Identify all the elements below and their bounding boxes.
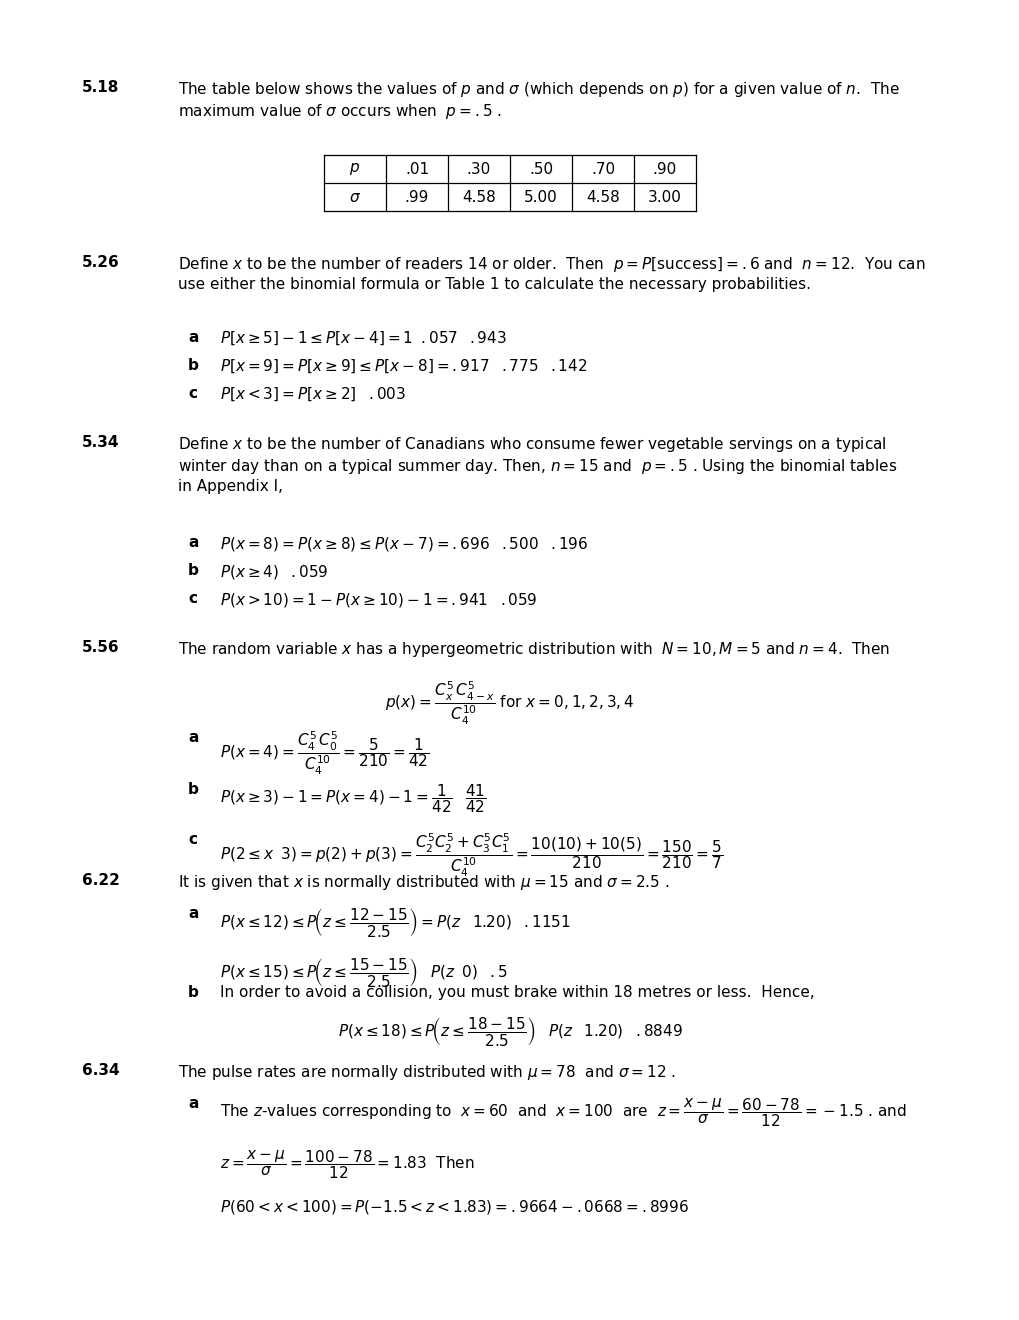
Text: use either the binomial formula or Table 1 to calculate the necessary probabilit: use either the binomial formula or Table… [178,277,810,292]
Text: $P(x = 8) = P(x \geq 8)\leq P(x - 7) = .696 \;\;\; .500 \;\;\; .196$: $P(x = 8) = P(x \geq 8)\leq P(x - 7) = .… [220,535,588,553]
Text: 5.56: 5.56 [82,640,119,655]
Text: .30: .30 [467,161,490,177]
Text: $P(60 < x < 100) = P(-1.5 < z < 1.83) = .9664 - .0668 = .8996$: $P(60 < x < 100) = P(-1.5 < z < 1.83) = … [220,1199,689,1216]
Text: b: b [187,985,199,1001]
Text: maximum value of $\sigma$ occurs when  $p = .5$ .: maximum value of $\sigma$ occurs when $p… [178,102,501,121]
Text: The $z$-values corresponding to  $x = 60$  and  $x = 100$  are  $z = \dfrac{x - : The $z$-values corresponding to $x = 60$… [220,1096,906,1129]
Text: Define $x$ to be the number of readers 14 or older.  Then  $p = P[\mathrm{succes: Define $x$ to be the number of readers 1… [178,255,924,275]
Text: $P[x \geq 5] - 1\leq P[x - 4] = 1 \;\; .057 \;\;\; .943$: $P[x \geq 5] - 1\leq P[x - 4] = 1 \;\; .… [220,330,506,347]
Text: in Appendix I,: in Appendix I, [178,479,282,494]
Text: c: c [187,591,197,606]
Text: a: a [187,730,198,744]
Text: $P(x = 4) = \dfrac{C_4^5\, C_0^5}{C_4^{10}} = \dfrac{5}{210} = \dfrac{1}{42}$: $P(x = 4) = \dfrac{C_4^5\, C_0^5}{C_4^{1… [220,730,429,777]
Text: c: c [187,832,197,847]
Text: 3.00: 3.00 [647,190,682,205]
Text: $P(2 \leq x \;\; 3) = p(2) + p(3) = \dfrac{C_2^5 C_2^5 + C_3^5 C_1^5}{C_4^{10}} : $P(2 \leq x \;\; 3) = p(2) + p(3) = \dfr… [220,832,722,879]
Text: .01: .01 [405,161,429,177]
Text: .99: .99 [405,190,429,205]
Text: In order to avoid a collision, you must brake within 18 metres or less.  Hence,: In order to avoid a collision, you must … [220,985,814,1001]
Text: $P(x \leq 15) \leq P\!\left(z \leq \dfrac{15 - 15}{2.5}\right) \;\;\; P(z \;\; 0: $P(x \leq 15) \leq P\!\left(z \leq \dfra… [220,956,507,989]
Text: $z = \dfrac{x - \mu}{\sigma} = \dfrac{100 - 78}{12} = 1.83$  Then: $z = \dfrac{x - \mu}{\sigma} = \dfrac{10… [220,1148,474,1181]
Text: 4.58: 4.58 [586,190,620,205]
Text: 5.34: 5.34 [82,436,119,450]
Text: .90: .90 [652,161,677,177]
Text: .70: .70 [590,161,614,177]
Text: b: b [187,781,199,797]
Text: $P[x < 3] = P[x \geq 2] \;\;\; .003$: $P[x < 3] = P[x \geq 2] \;\;\; .003$ [220,385,406,404]
Text: $P[x = 9] = P[x \geq 9]\leq P[x - 8] = .917 \;\;\; .775 \;\;\; .142$: $P[x = 9] = P[x \geq 9]\leq P[x - 8] = .… [220,358,587,375]
Text: 5.00: 5.00 [524,190,557,205]
Text: Define $x$ to be the number of Canadians who consume fewer vegetable servings on: Define $x$ to be the number of Canadians… [178,436,886,454]
Text: a: a [187,330,198,345]
Text: $P(x \leq 18) \leq P\!\left(z \leq \dfrac{18 - 15}{2.5}\right) \;\;\; P(z \;\;\;: $P(x \leq 18) \leq P\!\left(z \leq \dfra… [337,1015,682,1048]
Text: c: c [187,385,197,401]
Text: $p(x) = \dfrac{C_x^5\, C_{4-x}^5}{C_4^{10}}$ for $x = 0, 1, 2, 3, 4$: $p(x) = \dfrac{C_x^5\, C_{4-x}^5}{C_4^{1… [385,680,634,727]
Text: winter day than on a typical summer day. Then, $n = 15$ and  $p = .5$ . Using th: winter day than on a typical summer day.… [178,457,897,477]
Text: $p$: $p$ [350,161,360,177]
Text: 5.18: 5.18 [82,81,119,95]
Text: $P(x > 10) = 1 - P(x \geq 10) - 1 = .941 \;\;\; .059$: $P(x > 10) = 1 - P(x \geq 10) - 1 = .941… [220,591,537,609]
Text: 4.58: 4.58 [462,190,495,205]
Text: The random variable $x$ has a hypergeometric distribution with  $N = 10, M = 5$ : The random variable $x$ has a hypergeome… [178,640,890,659]
Text: a: a [187,1096,198,1111]
Text: It is given that $x$ is normally distributed with $\mu = 15$ and $\sigma = 2.5$ : It is given that $x$ is normally distrib… [178,873,668,892]
Text: The pulse rates are normally distributed with $\mu = 78$  and $\sigma = 12$ .: The pulse rates are normally distributed… [178,1063,676,1082]
Text: $P(x \geq 4) \;\;\; .059$: $P(x \geq 4) \;\;\; .059$ [220,564,327,581]
Text: The table below shows the values of $p$ and $\sigma$ (which depends on $p$) for : The table below shows the values of $p$ … [178,81,899,99]
Text: a: a [187,906,198,921]
Text: .50: .50 [529,161,552,177]
Text: 5.26: 5.26 [82,255,119,271]
Text: b: b [187,564,199,578]
Text: a: a [187,535,198,550]
Text: 6.34: 6.34 [82,1063,119,1078]
Text: b: b [187,358,199,374]
Text: $\sigma$: $\sigma$ [348,190,361,205]
Text: $P(x \leq 12) \leq P\!\left(z \leq \dfrac{12 - 15}{2.5}\right) = P(z \;\;\; 1.20: $P(x \leq 12) \leq P\!\left(z \leq \dfra… [220,906,571,939]
Text: 6.22: 6.22 [82,873,120,888]
Text: $P(x \geq 3) - 1 = P(x = 4) - 1 = \dfrac{1}{42} \;\;\; \dfrac{41}{42}$: $P(x \geq 3) - 1 = P(x = 4) - 1 = \dfrac… [220,781,486,814]
